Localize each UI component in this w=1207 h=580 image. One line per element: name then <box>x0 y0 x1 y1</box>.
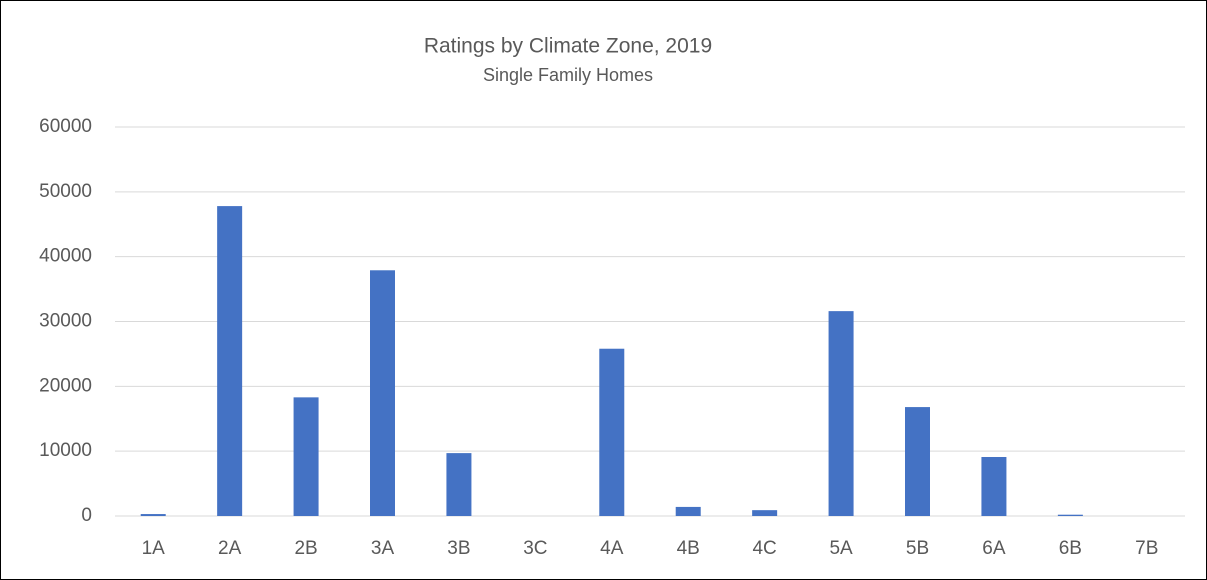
chart-subtitle: Single Family Homes <box>483 65 653 85</box>
chart-title: Ratings by Climate Zone, 2019 <box>424 35 712 58</box>
y-tick-label: 60000 <box>39 116 92 137</box>
x-tick-label: 3A <box>371 538 395 559</box>
bar <box>217 206 243 516</box>
x-tick-label: 6B <box>1059 538 1082 559</box>
x-tick-label: 4C <box>752 538 776 559</box>
y-tick-label: 50000 <box>39 181 92 202</box>
bar <box>828 311 854 516</box>
bar <box>1057 514 1083 516</box>
x-tick-label: 6A <box>982 538 1006 559</box>
x-tick-label: 4B <box>677 538 700 559</box>
x-tick-label: 5A <box>829 538 853 559</box>
x-tick-label: 4A <box>600 538 624 559</box>
bar <box>599 348 625 516</box>
bar <box>293 397 319 516</box>
y-tick-label: 20000 <box>39 375 92 396</box>
bar <box>446 453 472 516</box>
y-tick-label: 10000 <box>39 440 92 461</box>
x-tick-label: 5B <box>906 538 929 559</box>
x-tick-label: 3B <box>447 538 470 559</box>
bar <box>370 270 395 516</box>
y-tick-label: 0 <box>81 505 92 526</box>
bar <box>981 457 1007 516</box>
x-tick-label: 1A <box>142 538 166 559</box>
bar <box>752 510 778 516</box>
x-tick-label: 3C <box>523 538 547 559</box>
bar <box>905 407 930 516</box>
bar <box>675 506 701 516</box>
x-tick-label: 2B <box>294 538 317 559</box>
x-tick-label: 7B <box>1135 538 1158 559</box>
bar <box>140 514 166 516</box>
y-tick-label: 30000 <box>39 311 92 332</box>
y-tick-label: 40000 <box>39 246 92 267</box>
x-tick-label: 2A <box>218 538 242 559</box>
